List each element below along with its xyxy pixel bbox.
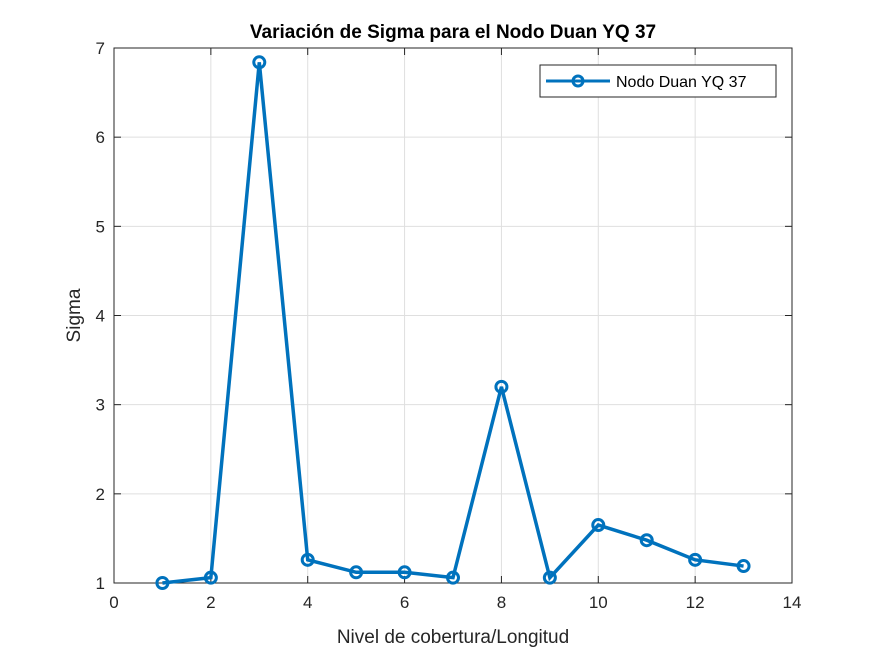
data-point: [446, 570, 460, 585]
data-point: [542, 570, 557, 585]
data-point: [591, 518, 606, 533]
legend: Nodo Duan YQ 37: [539, 64, 777, 98]
x-tick-label: 0: [109, 593, 118, 612]
legend-entry-label: Nodo Duan YQ 37: [616, 74, 747, 91]
data-point: [349, 565, 364, 580]
x-tick-label: 8: [497, 593, 506, 612]
data-point: [639, 533, 654, 548]
y-tick-label: 7: [96, 39, 105, 58]
x-tick-label: 4: [303, 593, 312, 612]
y-tick-label: 2: [96, 485, 105, 504]
x-tick-label: 14: [783, 593, 802, 612]
series-line: [162, 62, 744, 585]
y-tick-label: 6: [96, 128, 105, 147]
y-tick-label: 3: [96, 396, 105, 415]
x-tick-label: 10: [589, 593, 608, 612]
data-point: [397, 565, 412, 580]
legend-marker-sample: [571, 74, 585, 88]
y-tick-label: 1: [96, 574, 105, 593]
y-tick-label: 4: [96, 307, 105, 326]
x-axis-label: Nivel de cobertura/Longitud: [337, 627, 569, 648]
x-tick-label: 6: [400, 593, 409, 612]
x-tick-label: 12: [686, 593, 705, 612]
data-point: [155, 576, 170, 590]
y-tick-label: 5: [96, 217, 105, 236]
series-layer: [155, 55, 751, 590]
data-point: [688, 552, 703, 567]
legend-box: [539, 64, 777, 98]
data-point: [203, 570, 218, 585]
data-point: [252, 55, 267, 70]
data-point: [300, 552, 315, 567]
y-axis-label: Sigma: [64, 288, 85, 342]
x-tick-label: 2: [206, 593, 215, 612]
data-point: [494, 379, 509, 394]
chart-title: Variación de Sigma para el Nodo Duan YQ …: [250, 22, 656, 43]
data-point: [736, 559, 751, 574]
